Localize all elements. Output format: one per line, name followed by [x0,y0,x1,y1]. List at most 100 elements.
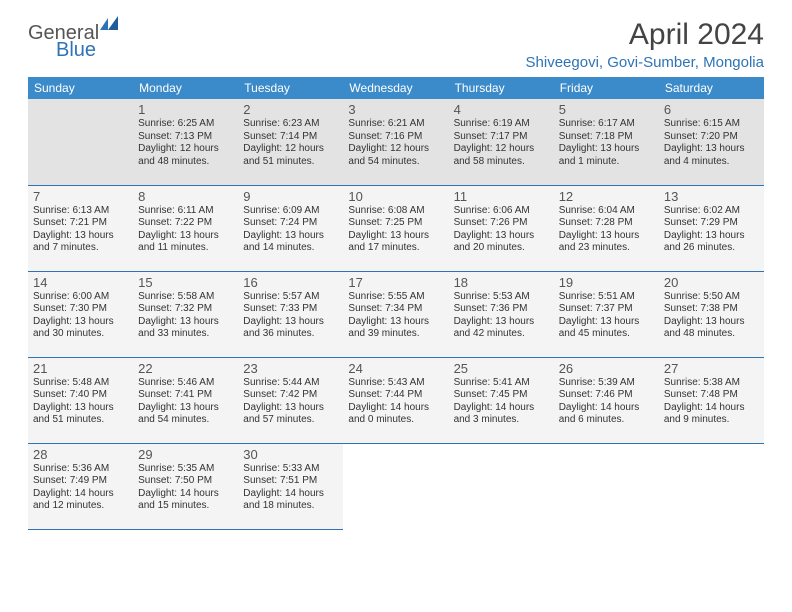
day-info: Sunrise: 5:58 AMSunset: 7:32 PMDaylight:… [138,291,233,341]
brand-part-2: Blue [56,39,120,62]
calendar-cell: 23Sunrise: 5:44 AMSunset: 7:42 PMDayligh… [238,357,343,443]
calendar-cell: 6Sunrise: 6:15 AMSunset: 7:20 PMDaylight… [659,99,764,185]
calendar-cell: 11Sunrise: 6:06 AMSunset: 7:26 PMDayligh… [449,185,554,271]
brand-mark-icon [100,16,120,35]
day-info: Sunrise: 5:57 AMSunset: 7:33 PMDaylight:… [243,291,338,341]
day-info: Sunrise: 5:51 AMSunset: 7:37 PMDaylight:… [559,291,654,341]
day-number: 19 [559,275,654,290]
day-info: Sunrise: 6:13 AMSunset: 7:21 PMDaylight:… [33,205,128,255]
day-number: 14 [33,275,128,290]
calendar-cell: 29Sunrise: 5:35 AMSunset: 7:50 PMDayligh… [133,443,238,529]
calendar-cell: 24Sunrise: 5:43 AMSunset: 7:44 PMDayligh… [343,357,448,443]
day-header: Monday [133,77,238,99]
calendar-cell: 4Sunrise: 6:19 AMSunset: 7:17 PMDaylight… [449,99,554,185]
day-number: 11 [454,189,549,204]
day-number: 20 [664,275,759,290]
day-info: Sunrise: 5:33 AMSunset: 7:51 PMDaylight:… [243,463,338,513]
calendar-cell: 1Sunrise: 6:25 AMSunset: 7:13 PMDaylight… [133,99,238,185]
day-number: 26 [559,361,654,376]
day-number: 16 [243,275,338,290]
calendar-row: 21Sunrise: 5:48 AMSunset: 7:40 PMDayligh… [28,357,764,443]
day-info: Sunrise: 5:53 AMSunset: 7:36 PMDaylight:… [454,291,549,341]
calendar-row: 14Sunrise: 6:00 AMSunset: 7:30 PMDayligh… [28,271,764,357]
calendar-cell: 20Sunrise: 5:50 AMSunset: 7:38 PMDayligh… [659,271,764,357]
calendar-cell: 8Sunrise: 6:11 AMSunset: 7:22 PMDaylight… [133,185,238,271]
day-number: 15 [138,275,233,290]
calendar-cell: 7Sunrise: 6:13 AMSunset: 7:21 PMDaylight… [28,185,133,271]
day-number: 6 [664,102,759,117]
day-info: Sunrise: 6:08 AMSunset: 7:25 PMDaylight:… [348,205,443,255]
calendar-head: SundayMondayTuesdayWednesdayThursdayFrid… [28,77,764,99]
day-info: Sunrise: 5:39 AMSunset: 7:46 PMDaylight:… [559,377,654,427]
day-number: 17 [348,275,443,290]
page-header: GeneralBlue April 2024 Shiveegovi, Govi-… [28,18,764,71]
day-number: 22 [138,361,233,376]
day-info: Sunrise: 5:46 AMSunset: 7:41 PMDaylight:… [138,377,233,427]
calendar-cell: 10Sunrise: 6:08 AMSunset: 7:25 PMDayligh… [343,185,448,271]
calendar-cell: 27Sunrise: 5:38 AMSunset: 7:48 PMDayligh… [659,357,764,443]
calendar-cell: 13Sunrise: 6:02 AMSunset: 7:29 PMDayligh… [659,185,764,271]
day-number: 9 [243,189,338,204]
day-info: Sunrise: 5:50 AMSunset: 7:38 PMDaylight:… [664,291,759,341]
day-number: 5 [559,102,654,117]
day-header: Friday [554,77,659,99]
day-info: Sunrise: 6:17 AMSunset: 7:18 PMDaylight:… [559,118,654,168]
calendar-cell-empty [554,443,659,529]
calendar-cell: 28Sunrise: 5:36 AMSunset: 7:49 PMDayligh… [28,443,133,529]
day-info: Sunrise: 6:19 AMSunset: 7:17 PMDaylight:… [454,118,549,168]
day-number: 21 [33,361,128,376]
calendar-cell: 5Sunrise: 6:17 AMSunset: 7:18 PMDaylight… [554,99,659,185]
calendar-row: 7Sunrise: 6:13 AMSunset: 7:21 PMDaylight… [28,185,764,271]
day-header: Sunday [28,77,133,99]
calendar-body: 1Sunrise: 6:25 AMSunset: 7:13 PMDaylight… [28,99,764,529]
brand-logo: GeneralBlue [28,18,120,62]
day-info: Sunrise: 6:15 AMSunset: 7:20 PMDaylight:… [664,118,759,168]
day-number: 10 [348,189,443,204]
calendar-cell: 17Sunrise: 5:55 AMSunset: 7:34 PMDayligh… [343,271,448,357]
day-number: 25 [454,361,549,376]
calendar-cell: 9Sunrise: 6:09 AMSunset: 7:24 PMDaylight… [238,185,343,271]
calendar-cell: 12Sunrise: 6:04 AMSunset: 7:28 PMDayligh… [554,185,659,271]
day-info: Sunrise: 6:23 AMSunset: 7:14 PMDaylight:… [243,118,338,168]
day-info: Sunrise: 6:09 AMSunset: 7:24 PMDaylight:… [243,205,338,255]
day-number: 24 [348,361,443,376]
day-header: Tuesday [238,77,343,99]
day-number: 2 [243,102,338,117]
calendar-cell-empty [343,443,448,529]
day-info: Sunrise: 5:48 AMSunset: 7:40 PMDaylight:… [33,377,128,427]
day-number: 12 [559,189,654,204]
month-title: April 2024 [526,18,764,52]
day-number: 30 [243,447,338,462]
day-number: 4 [454,102,549,117]
calendar-cell: 30Sunrise: 5:33 AMSunset: 7:51 PMDayligh… [238,443,343,529]
calendar-cell: 21Sunrise: 5:48 AMSunset: 7:40 PMDayligh… [28,357,133,443]
day-number: 23 [243,361,338,376]
day-number: 7 [33,189,128,204]
day-info: Sunrise: 5:44 AMSunset: 7:42 PMDaylight:… [243,377,338,427]
day-number: 27 [664,361,759,376]
day-info: Sunrise: 5:41 AMSunset: 7:45 PMDaylight:… [454,377,549,427]
day-info: Sunrise: 5:43 AMSunset: 7:44 PMDaylight:… [348,377,443,427]
calendar-row: 28Sunrise: 5:36 AMSunset: 7:49 PMDayligh… [28,443,764,529]
calendar-cell: 14Sunrise: 6:00 AMSunset: 7:30 PMDayligh… [28,271,133,357]
day-info: Sunrise: 5:36 AMSunset: 7:49 PMDaylight:… [33,463,128,513]
day-number: 3 [348,102,443,117]
day-info: Sunrise: 6:04 AMSunset: 7:28 PMDaylight:… [559,205,654,255]
day-info: Sunrise: 6:00 AMSunset: 7:30 PMDaylight:… [33,291,128,341]
day-info: Sunrise: 6:06 AMSunset: 7:26 PMDaylight:… [454,205,549,255]
calendar-cell-empty [28,99,133,185]
day-header: Saturday [659,77,764,99]
calendar-page: GeneralBlue April 2024 Shiveegovi, Govi-… [0,0,792,530]
location-label: Shiveegovi, Govi-Sumber, Mongolia [526,54,764,71]
calendar-cell: 19Sunrise: 5:51 AMSunset: 7:37 PMDayligh… [554,271,659,357]
day-info: Sunrise: 5:55 AMSunset: 7:34 PMDaylight:… [348,291,443,341]
day-header: Wednesday [343,77,448,99]
calendar-cell: 22Sunrise: 5:46 AMSunset: 7:41 PMDayligh… [133,357,238,443]
calendar-cell: 16Sunrise: 5:57 AMSunset: 7:33 PMDayligh… [238,271,343,357]
day-number: 18 [454,275,549,290]
day-info: Sunrise: 6:25 AMSunset: 7:13 PMDaylight:… [138,118,233,168]
day-number: 28 [33,447,128,462]
calendar-row: 1Sunrise: 6:25 AMSunset: 7:13 PMDaylight… [28,99,764,185]
calendar-cell: 3Sunrise: 6:21 AMSunset: 7:16 PMDaylight… [343,99,448,185]
day-header: Thursday [449,77,554,99]
